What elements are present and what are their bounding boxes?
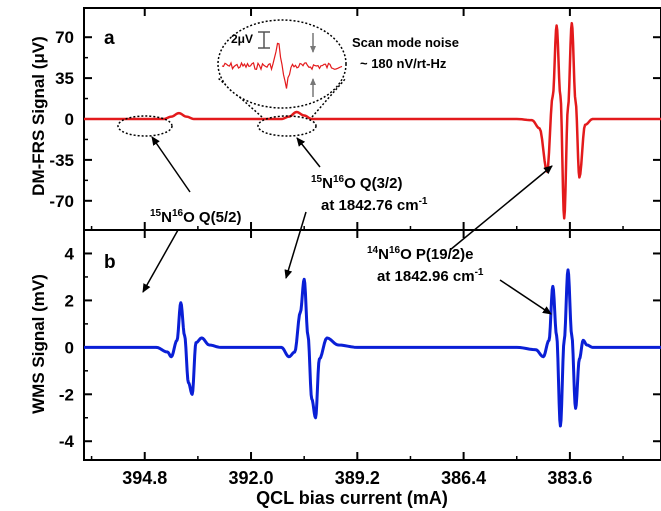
panel-a-label: a <box>104 28 115 49</box>
inset-noise-trace <box>221 42 343 89</box>
peak2-highlight-ellipse <box>257 115 317 137</box>
x-tick-label: 386.4 <box>441 468 486 488</box>
y-tick-label-b: -2 <box>59 385 74 404</box>
y-axis-title-top: DM-FRS Signal (μV) <box>29 36 48 196</box>
peak3-label: 14N16O P(19/2)e <box>367 245 473 263</box>
x-tick-label: 389.2 <box>335 468 380 488</box>
y-tick-label-b: -4 <box>59 432 75 451</box>
peak2-frequency: at 1842.76 cm-1 <box>321 196 428 214</box>
annotation-arrows <box>142 136 553 315</box>
peak1-highlight-ellipse <box>117 115 173 137</box>
y-tick-label-a: 35 <box>55 69 74 88</box>
series-line-dmfrs <box>84 21 661 220</box>
y-tick-label-a: 70 <box>55 28 74 47</box>
y-tick-label-a: -70 <box>49 192 74 211</box>
panel-a-ticks: 70 35 0 -35 -70 <box>49 8 661 230</box>
noise-inset: 2μV <box>217 19 347 118</box>
panel-b-label: b <box>104 252 116 273</box>
peak3-frequency: at 1842.96 cm-1 <box>377 267 484 285</box>
y-tick-label-b: 4 <box>65 244 75 263</box>
peak1-label: 15N16O Q(5/2) <box>150 208 241 226</box>
panel-b-ticks: 4 2 0 -2 -4 394.8 392.0 389.2 386.4 383.6 <box>59 230 661 488</box>
y-tick-label-a: 0 <box>65 110 74 129</box>
peak2-label: 15N16O Q(3/2) <box>311 174 402 192</box>
inset-scale-label: 2μV <box>231 32 253 46</box>
x-tick-label: 392.0 <box>229 468 274 488</box>
y-tick-label-b: 0 <box>65 338 74 357</box>
x-tick-label: 394.8 <box>122 468 167 488</box>
inset-title: Scan mode noise <box>352 35 459 50</box>
inset-noise-label: ~ 180 nV/rt-Hz <box>360 56 447 71</box>
panel-b-frame <box>83 229 661 461</box>
y-axis-title-bottom: WMS Signal (mV) <box>29 274 48 414</box>
series-line-wms <box>84 268 661 428</box>
y-tick-label-b: 2 <box>65 291 74 310</box>
x-axis-title: QCL bias current (mA) <box>256 488 448 508</box>
y-tick-label-a: -35 <box>49 151 74 170</box>
x-tick-label: 383.6 <box>547 468 592 488</box>
